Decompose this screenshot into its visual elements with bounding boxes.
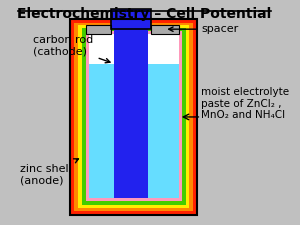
Bar [74, 22, 194, 212]
Text: Electrochemistry – Cell Potential: Electrochemistry – Cell Potential [17, 7, 272, 21]
Bar [82, 28, 185, 205]
Bar [151, 25, 179, 34]
Text: carbon rod
(cathode): carbon rod (cathode) [33, 35, 110, 63]
Text: moist electrolyte
paste of ZnCl₂ ,
MnO₂ and NH₄Cl: moist electrolyte paste of ZnCl₂ , MnO₂ … [201, 87, 290, 120]
Bar [111, 9, 151, 29]
Bar [114, 25, 148, 198]
Bar [86, 25, 111, 34]
Text: zinc shell
(anode): zinc shell (anode) [20, 159, 79, 186]
Bar [70, 19, 197, 215]
Bar [111, 9, 151, 29]
Bar [89, 34, 179, 64]
Bar [86, 32, 182, 201]
Bar [70, 19, 197, 215]
Bar [151, 25, 179, 34]
Bar [89, 64, 179, 198]
Bar [86, 25, 111, 34]
Bar [78, 25, 190, 208]
Text: spacer: spacer [169, 24, 238, 34]
